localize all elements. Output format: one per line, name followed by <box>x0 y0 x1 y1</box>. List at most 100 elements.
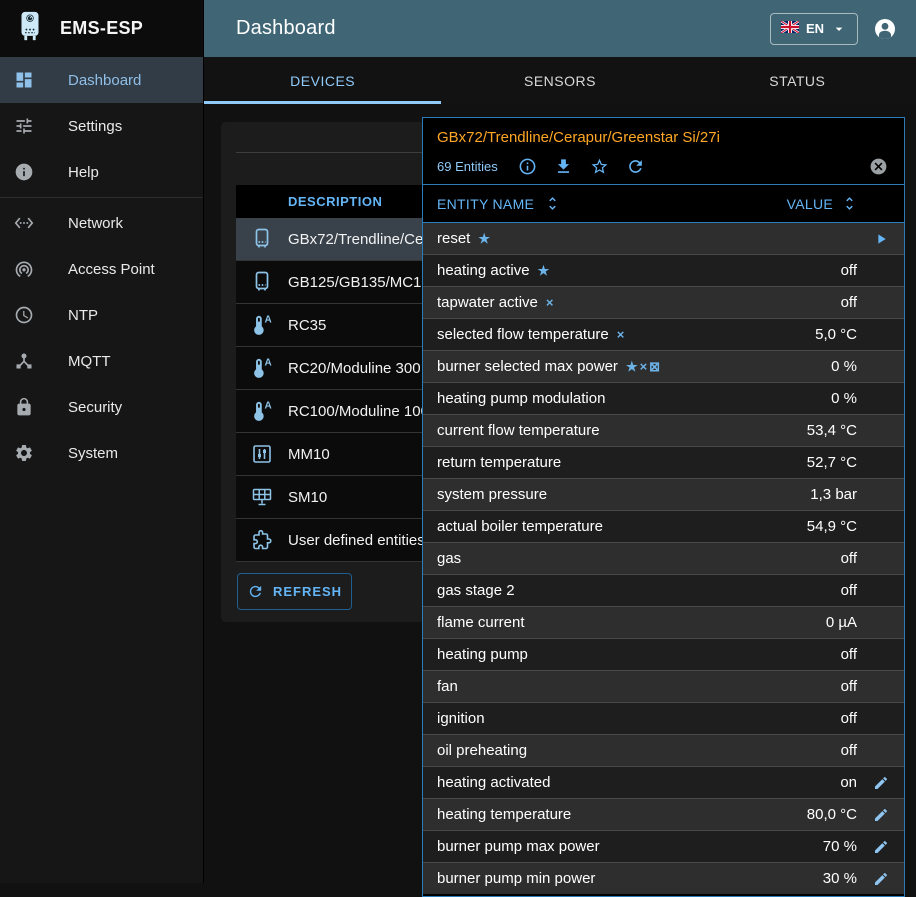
entity-row-gas: gas off <box>423 542 904 574</box>
language-selector[interactable]: EN <box>769 12 858 45</box>
tab-devices[interactable]: DEVICES <box>204 57 442 104</box>
entity-row-gas-stage-2: gas stage 2 off <box>423 574 904 606</box>
sort-name-icon[interactable] <box>544 195 561 212</box>
sidebar-item-label: MQTT <box>68 352 111 370</box>
entity-marker-icons: × <box>616 327 627 342</box>
entity-table-header: ENTITY NAME VALUE <box>423 185 904 223</box>
entity-marker-icons: ★ <box>478 230 493 246</box>
device-name: SM10 <box>288 488 328 506</box>
edit-pencil-icon[interactable] <box>873 775 889 791</box>
device-name: RC100/Moduline 1000 <box>288 402 438 420</box>
dialog-title: GBx72/Trendline/Cerapur/Greenstar Si/27i <box>437 129 720 146</box>
entity-name: heating active <box>437 262 530 279</box>
close-icon[interactable] <box>869 157 888 176</box>
entity-row-heating-pump-modulation: heating pump modulation 0 % <box>423 382 904 414</box>
entity-name: heating pump <box>437 646 528 663</box>
tab-sensors[interactable]: SENSORS <box>441 57 678 104</box>
dashboard-icon <box>14 70 34 90</box>
entity-name: burner selected max power <box>437 358 618 375</box>
entity-name: gas stage 2 <box>437 582 515 599</box>
sidebar-item-mqtt[interactable]: MQTT <box>0 338 203 384</box>
entity-value: off <box>840 710 857 727</box>
refresh-entities-icon[interactable] <box>626 157 645 176</box>
mixer-icon <box>250 442 274 466</box>
refresh-button[interactable]: REFRESH <box>237 573 352 610</box>
tabbar: DEVICES SENSORS STATUS <box>204 57 916 104</box>
puzzle-icon <box>250 528 274 552</box>
sort-value-icon[interactable] <box>841 195 858 212</box>
refresh-button-label: REFRESH <box>272 584 343 599</box>
entity-marker-icons: × <box>545 295 556 310</box>
entity-value: 1,3 bar <box>810 486 857 503</box>
uk-flag-icon <box>780 19 800 38</box>
entity-value: 0 µA <box>825 614 857 631</box>
sidebar-item-label: NTP <box>68 306 98 324</box>
tab-label: SENSORS <box>524 72 596 89</box>
sidebar-item-help[interactable]: Help <box>0 149 203 195</box>
sidebar-item-system[interactable]: System <box>0 430 203 476</box>
entity-row-system-pressure: system pressure 1,3 bar <box>423 478 904 510</box>
entity-value: 30 % <box>822 870 857 887</box>
entity-name: current flow temperature <box>437 422 600 439</box>
entity-name: fan <box>437 678 458 695</box>
entity-name: selected flow temperature <box>437 326 609 343</box>
tab-label: DEVICES <box>290 72 356 89</box>
edit-pencil-icon[interactable] <box>873 839 889 855</box>
app-logo-area: EMS-ESP <box>0 0 203 57</box>
sidebar-item-label: Network <box>68 214 124 232</box>
sidebar-item-network[interactable]: Network <box>0 200 203 246</box>
entity-row-burner-selected-max-power: burner selected max power ★×⊠ 0 % <box>423 350 904 382</box>
entity-row-flame-current: flame current 0 µA <box>423 606 904 638</box>
entity-action-slot <box>857 839 904 855</box>
boiler-icon <box>250 270 274 294</box>
sidebar-item-label: System <box>68 444 119 462</box>
entity-action-slot <box>857 871 904 887</box>
sidebar-item-label: Help <box>68 163 99 181</box>
dialog-header: GBx72/Trendline/Cerapur/Greenstar Si/27i… <box>423 118 904 185</box>
entity-row-heating-activated[interactable]: heating activated on <box>423 766 904 798</box>
tab-status[interactable]: STATUS <box>679 57 916 104</box>
entity-count: 69 Entities <box>437 158 498 174</box>
entity-value: 0 % <box>831 390 857 407</box>
edit-pencil-icon[interactable] <box>873 871 889 887</box>
download-icon[interactable] <box>554 157 573 176</box>
entity-name: gas <box>437 550 462 567</box>
device-name: GB125/GB135/MC10 <box>288 273 430 291</box>
entity-action-slot <box>857 775 904 791</box>
entity-row-burner-pump-max-power[interactable]: burner pump max power 70 % <box>423 830 904 862</box>
sidebar-item-label: Security <box>68 398 123 416</box>
edit-pencil-icon[interactable] <box>873 807 889 823</box>
entity-name: flame current <box>437 614 525 631</box>
account-icon[interactable] <box>873 17 897 41</box>
sidebar-item-security[interactable]: Security <box>0 384 203 430</box>
sidebar-item-ntp[interactable]: NTP <box>0 292 203 338</box>
entity-name: system pressure <box>437 486 548 503</box>
entity-value: off <box>840 678 857 695</box>
run-command-icon[interactable] <box>873 231 889 247</box>
ethernet-icon <box>14 213 34 233</box>
entity-row-ignition: ignition off <box>423 702 904 734</box>
refresh-icon <box>247 583 264 600</box>
sidebar-item-access-point[interactable]: Access Point <box>0 246 203 292</box>
entity-value: off <box>840 582 857 599</box>
entity-row-reset[interactable]: reset ★ <box>423 223 904 254</box>
entity-value: 5,0 °C <box>815 326 857 343</box>
entity-row-actual-boiler-temperature: actual boiler temperature 54,9 °C <box>423 510 904 542</box>
tab-active-indicator <box>204 101 442 104</box>
entity-name-column-header: ENTITY NAME <box>437 195 535 212</box>
dialog-toolbar: 69 Entities <box>437 156 890 176</box>
entity-row-burner-pump-min-power[interactable]: burner pump min power 30 % <box>423 862 904 894</box>
info-icon[interactable] <box>518 157 537 176</box>
info-icon <box>14 162 34 182</box>
favorites-star-icon[interactable] <box>590 157 609 176</box>
entity-row-oil-preheating: oil preheating off <box>423 734 904 766</box>
lock-icon <box>14 397 34 417</box>
topbar: Dashboard EN <box>204 0 916 57</box>
sidebar-item-dashboard[interactable]: Dashboard <box>0 57 203 103</box>
entity-row-tapwater-active: tapwater active × off <box>423 286 904 318</box>
sidebar-divider <box>0 197 203 198</box>
entity-value: on <box>840 774 857 791</box>
language-code: EN <box>805 21 824 36</box>
sidebar-item-settings[interactable]: Settings <box>0 103 203 149</box>
entity-row-heating-temperature[interactable]: heating temperature 80,0 °C <box>423 798 904 830</box>
